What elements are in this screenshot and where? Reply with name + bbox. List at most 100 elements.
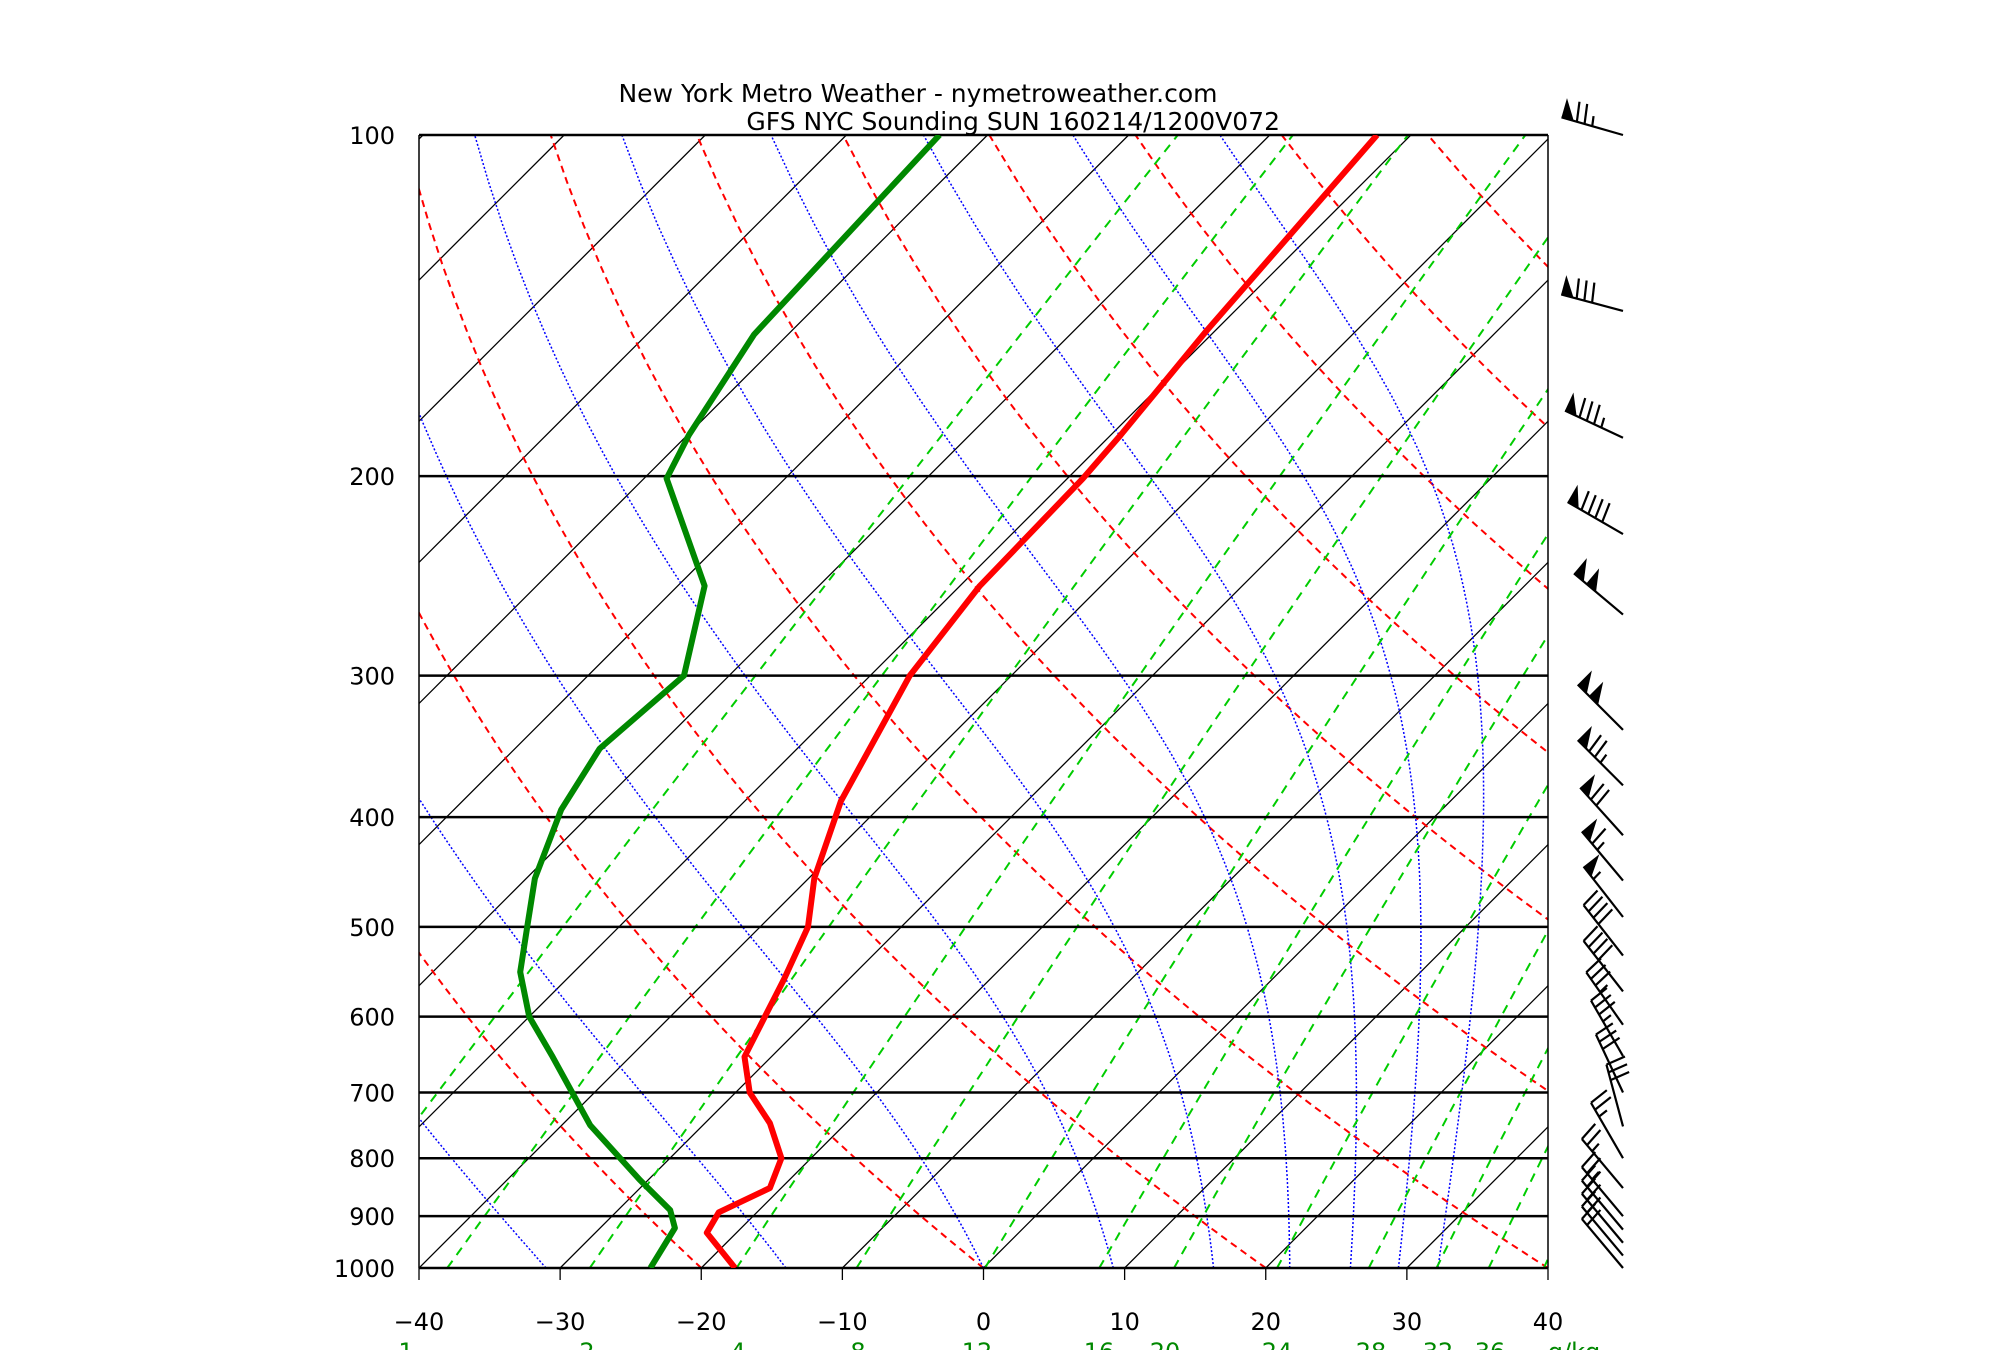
wind-barb-full — [1587, 931, 1604, 949]
wind-barb-half — [1599, 753, 1608, 764]
wind-barb-full — [1587, 896, 1604, 913]
wind-barb-full — [1585, 401, 1594, 422]
mixing-ratio-label: 4 — [730, 1338, 745, 1350]
dry-adiabat-line — [549, 135, 1548, 1268]
moist-adiabat-line — [419, 1117, 547, 1268]
wind-barb-staff — [1567, 501, 1624, 535]
wind-barb-full — [1590, 282, 1596, 303]
wind-barb-full — [1586, 1129, 1602, 1146]
wind-barb-staff — [1581, 1179, 1624, 1231]
wind-barb-full — [1594, 498, 1604, 519]
wind-barb-full — [1575, 101, 1581, 122]
wind-barb-staff — [1581, 1166, 1624, 1217]
temp-tick-label: −10 — [817, 1308, 868, 1336]
wind-barb-full — [1601, 502, 1611, 523]
wind-barb-flag — [1580, 774, 1596, 798]
pressure-tick-label: 900 — [349, 1203, 395, 1231]
mixing-ratio-line — [984, 387, 1548, 1268]
pressure-tick-label: 400 — [349, 804, 395, 832]
isotherm-line — [841, 561, 1548, 1268]
wind-barb-staff — [1581, 1193, 1624, 1244]
wind-barb-staff — [1582, 865, 1624, 918]
wind-barb — [1573, 558, 1624, 616]
mixing-ratio-label: 20 — [1150, 1338, 1181, 1350]
moist-adiabat-line — [473, 135, 1115, 1268]
wind-barb-flag — [1581, 818, 1598, 842]
dry-adiabat-line — [695, 135, 1548, 1093]
wind-barb-full — [1597, 944, 1614, 961]
wind-barb-full — [1578, 397, 1587, 418]
dry-adiabat-line — [419, 185, 1267, 1268]
wind-barb-half — [1596, 841, 1605, 851]
wind-barb-flag — [1561, 275, 1574, 298]
pressure-tick-label: 700 — [349, 1079, 395, 1107]
dry-adiabat-line — [842, 135, 1548, 921]
wind-barb — [1561, 98, 1624, 137]
isotherm-line — [419, 135, 565, 282]
wind-barb-staff — [1590, 1102, 1624, 1159]
mixing-ratio-line — [419, 135, 1179, 1119]
wind-barb-full — [1588, 734, 1602, 753]
moist-adiabat-line — [922, 135, 1358, 1268]
dewpoint-profile-line — [517, 135, 942, 1268]
wind-barb-staff — [1581, 1218, 1624, 1269]
mixing-ratio-line — [446, 135, 1294, 1268]
pressure-tick-label: 500 — [349, 914, 395, 942]
mixing-ratio-label: 1 — [398, 1338, 413, 1350]
mixing-ratio-line — [1367, 928, 1548, 1268]
mixing-ratio-label: 8 — [850, 1338, 865, 1350]
mixing-ratio-line — [1542, 1256, 1548, 1268]
wind-barb-flag — [1577, 670, 1592, 694]
mixing-ratio-unit-label: g/kg — [1548, 1338, 1600, 1350]
isotherm-line — [419, 135, 847, 564]
sounding-profiles — [517, 135, 1380, 1268]
dry-adiabat-line — [419, 610, 985, 1268]
wind-barb-full — [1595, 1022, 1614, 1036]
isotherm-line — [419, 135, 1271, 987]
moist-adiabat-line — [419, 797, 787, 1268]
wind-barb-half — [1598, 1109, 1608, 1118]
wind-barb-full — [1575, 278, 1581, 299]
wind-barb-full — [1605, 1055, 1626, 1066]
wind-barb-staff — [1605, 1064, 1625, 1127]
wind-barb-staff — [1579, 786, 1624, 836]
mixing-ratio-line — [588, 135, 1409, 1268]
wind-barb-full — [1581, 1151, 1597, 1168]
mixing-ratio-line — [1487, 1144, 1548, 1268]
isotherm-line — [419, 135, 988, 705]
wind-barb-full — [1598, 1001, 1616, 1016]
wind-barb-full — [1590, 964, 1607, 980]
mixing-ratio-label: 24 — [1262, 1338, 1293, 1350]
pressure-tick-label: 200 — [349, 463, 395, 491]
wind-barb-full — [1592, 902, 1609, 919]
wind-barb-full — [1608, 1063, 1628, 1074]
wind-barb-full — [1582, 889, 1599, 906]
wind-barb-full — [1582, 925, 1599, 942]
wind-barb-full — [1594, 970, 1611, 987]
mixing-ratio-line — [1435, 1046, 1548, 1268]
wind-barb — [1581, 1203, 1624, 1269]
wind-barb — [1560, 275, 1624, 313]
isotherm-line — [419, 138, 1548, 1268]
wind-barb-staff — [1573, 572, 1624, 616]
mixing-ratio-line — [735, 135, 1527, 1268]
wind-barb-full — [1581, 1203, 1597, 1220]
chart-subtitle: GFS NYC Sounding SUN 160214/1200V072 — [746, 107, 1280, 136]
isotherm-line — [0, 135, 141, 1268]
wind-barb-flag — [1567, 484, 1579, 509]
wind-barb-full — [1581, 1177, 1597, 1195]
pressure-tick-label: 1000 — [334, 1255, 395, 1283]
dry-adiabat-line — [1574, 135, 2000, 1268]
wind-barb-full — [1597, 908, 1614, 925]
wind-barb-full — [1585, 957, 1602, 974]
wind-barb — [1579, 774, 1624, 836]
temp-tick-label: 10 — [1109, 1308, 1140, 1336]
dry-adiabat-line — [1427, 135, 1548, 269]
wind-barbs — [1560, 98, 1630, 1269]
wind-barb — [1582, 889, 1624, 957]
mixing-ratio-label: 28 — [1356, 1338, 1387, 1350]
wind-barb-full — [1581, 1164, 1597, 1182]
wind-barb-full — [1592, 938, 1609, 955]
wind-barb — [1590, 1089, 1624, 1159]
